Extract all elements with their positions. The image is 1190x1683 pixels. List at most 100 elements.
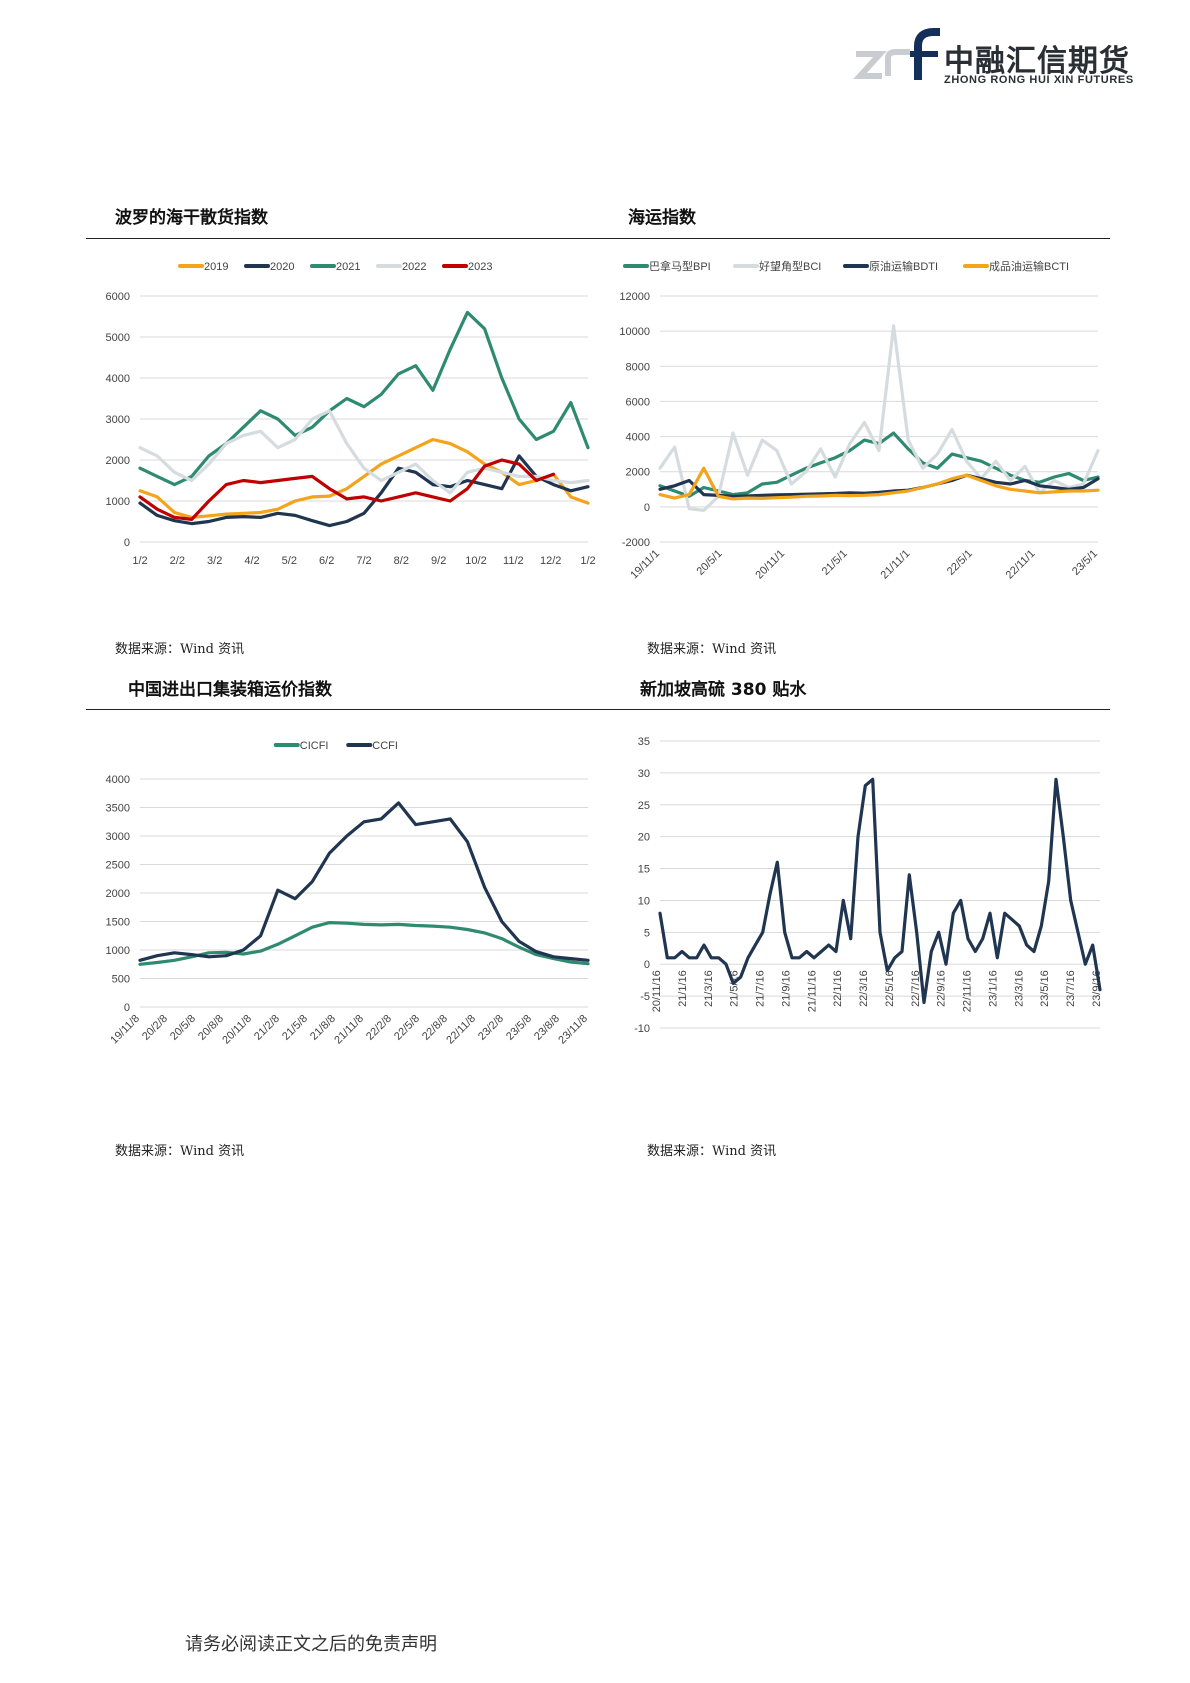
chart-sg380-discount: -10 -5 0 5 10 15 20 25 30 35 20/11/16 21/1/16 21/3/1… [634,736,1103,1035]
x-tick-label: 2/2 [170,555,185,567]
series-line-2022 [138,409,590,495]
data-source: 数据来源：Wind 资讯 [647,1144,777,1159]
legend-label: 好望角型BCI [759,259,821,273]
x-tick-label: 21/7/16 [755,970,767,1007]
legend-label: 2019 [204,261,228,273]
y-tick-label: 1500 [106,917,130,929]
x-tick-label: 22/5/1 [945,548,975,578]
x-tick-label: 21/1/16 [677,970,689,1007]
x-tick-label: 21/11/16 [806,970,818,1012]
y-tick-label: 2500 [106,860,130,872]
y-tick-label: 2000 [106,888,130,900]
y-tick-label: 3000 [106,414,130,426]
y-tick-label: 4000 [626,432,650,444]
x-tick-label: 3/2 [207,555,222,567]
x-tick-label: 7/2 [356,555,371,567]
x-tick-label: 21/9/16 [780,970,792,1007]
x-tick-label: 9/2 [431,555,446,567]
y-tick-label: 2000 [626,467,650,479]
x-tick-label: 21/11/1 [879,548,913,580]
x-tick-label: 23/2/8 [476,1013,506,1043]
x-tick-label: 22/7/16 [910,970,922,1007]
y-tick-label: 10000 [619,326,650,338]
footer-disclaimer: 请务必阅读正文之后的免责声明 [185,1634,437,1655]
x-tick-label: 22/1/16 [832,970,844,1007]
x-tick-label: 20/11/16 [651,970,663,1012]
y-tick-label: 8000 [626,361,650,373]
legend-label: 2020 [270,261,294,273]
y-tick-label: 35 [638,736,650,748]
y-tick-label: 500 [112,974,130,986]
x-tick-label: 22/3/16 [858,970,870,1007]
y-tick-label: 15 [638,864,650,876]
x-tick-label: 20/5/1 [695,548,725,578]
legend-label: 2021 [336,261,360,273]
y-tick-label: 0 [124,1002,130,1014]
series-line-CCFI [138,801,590,962]
y-tick-label: 1000 [106,496,130,508]
series-line-value [658,777,1102,1005]
x-tick-label: 4/2 [244,555,259,567]
series-line-2020 [138,454,590,528]
x-tick-label: 22/11/1 [1004,548,1038,580]
chart-bdi: 0 1000 2000 3000 4000 5000 6000 1/2 2/2 3/2 4/2 5/2… [106,261,596,567]
chart-shipping-index: -2000 0 2000 4000 6000 8000 10000 12000 19/11/1 2… [619,259,1100,580]
series-line-CICFI [138,921,590,966]
chart-container-freight: 0500100015002000250030003500400019/11/82… [106,740,591,1047]
x-tick-label: 1/2 [580,555,595,567]
legend-label: CCFI [372,740,398,752]
x-tick-label: 23/5/1 [1070,548,1100,578]
x-tick-label: 22/11/8 [444,1013,478,1047]
company-name-cn: 中融汇信期货 [944,44,1130,79]
x-tick-label: 1/2 [132,555,147,567]
logo-mark-icon [853,28,940,80]
legend-label: 巴拿马型BPI [649,259,711,273]
legend-label: CICFI [300,740,329,752]
chart-title-sg380: 新加坡高硫 380 贴水 [640,680,807,700]
data-source: 数据来源：Wind 资讯 [115,1144,245,1159]
x-tick-label: 8/2 [394,555,409,567]
series-line-2021 [138,310,590,487]
x-tick-label: 23/1/16 [987,970,999,1007]
y-tick-label: 3500 [106,803,130,815]
chart-title-ccfi: 中国进出口集装箱运价指数 [128,680,332,700]
x-tick-label: 21/2/8 [252,1013,282,1043]
x-tick-label: 10/2 [465,555,486,567]
y-tick-label: 25 [638,800,650,812]
series-line-好望角型BCI [658,324,1100,512]
x-tick-label: 23/9/16 [1091,970,1103,1007]
x-tick-label: 23/3/16 [1013,970,1025,1007]
y-tick-label: 30 [638,768,650,780]
x-tick-label: 5/2 [282,555,297,567]
y-tick-label: -10 [634,1023,650,1035]
y-tick-label: 3000 [106,831,130,843]
x-tick-label: 20/11/1 [753,548,787,580]
x-tick-label: 22/5/8 [392,1013,422,1043]
x-tick-label: 23/7/16 [1065,970,1077,1007]
y-tick-label: 5 [644,927,650,939]
company-logo: 中融汇信期货 ZHONG RONG HUI XIN FUTURES [852,28,1134,92]
y-tick-label: 20 [638,832,650,844]
x-tick-label: 20/11/8 [220,1013,254,1047]
y-tick-label: -5 [640,991,650,1003]
x-tick-label: 22/11/16 [962,970,974,1012]
x-tick-label: 23/5/16 [1039,970,1051,1007]
x-tick-label: 23/11/8 [556,1013,590,1047]
y-tick-label: 10 [638,895,650,907]
y-tick-label: 12000 [619,291,650,303]
y-tick-label: 5000 [106,332,130,344]
legend-label: 成品油运输BCTI [989,259,1069,273]
x-tick-label: 11/2 [503,555,524,567]
y-tick-label: 6000 [106,291,130,303]
x-tick-label: 21/5/8 [280,1013,310,1043]
y-tick-label: 4000 [106,774,130,786]
x-tick-label: 21/5/1 [820,548,850,578]
x-tick-label: 20/2/8 [140,1013,170,1043]
section-divider [86,709,1110,710]
y-tick-label: 4000 [106,373,130,385]
series-line-成品油运输BCTI [658,466,1100,501]
data-source: 数据来源：Wind 资讯 [115,642,245,657]
x-tick-label: 22/5/16 [884,970,896,1007]
company-name-en: ZHONG RONG HUI XIN FUTURES [944,74,1134,86]
x-tick-label: 19/11/1 [628,548,662,580]
